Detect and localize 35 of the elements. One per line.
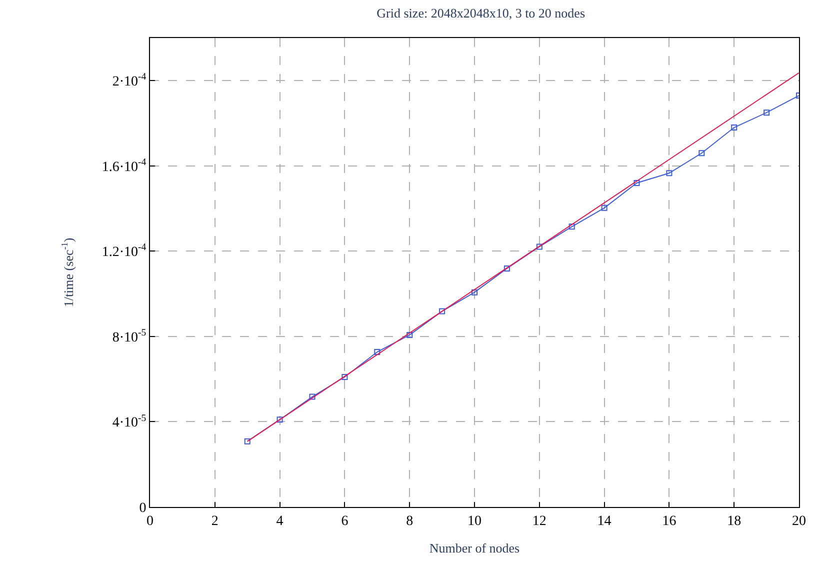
point	[342, 374, 348, 380]
point	[601, 204, 608, 211]
point	[472, 289, 478, 296]
point	[634, 180, 640, 186]
point	[439, 308, 446, 314]
x-tick-label: 14	[597, 514, 612, 529]
x-tick-label: 6	[341, 514, 348, 529]
point	[504, 265, 510, 272]
y-tick-label: 8·10$^{-5}$	[112, 327, 146, 346]
point	[406, 332, 413, 338]
x-tick-label: 20	[792, 514, 806, 529]
point	[666, 170, 672, 176]
x-tick-label: 10	[468, 514, 482, 529]
x-tick-label: 2	[211, 514, 218, 529]
x-tick-label: 12	[532, 514, 546, 529]
point	[374, 349, 380, 356]
y-tick-label: 1.2·10$^{-4}$	[102, 242, 146, 260]
y-tick-label: 1.6·10$^{-4}$	[102, 156, 146, 175]
point	[309, 394, 316, 400]
x-axis-title: Number of nodes	[429, 540, 520, 556]
x-tick-label: 16	[662, 514, 676, 529]
point	[731, 124, 738, 131]
point	[698, 150, 705, 156]
x-tick-label: 18	[727, 514, 742, 529]
point	[568, 224, 575, 230]
point	[276, 416, 283, 423]
y-tick-label: 0	[139, 500, 146, 516]
chart-title: Grid size: 2048x2048x10, 3 to 20 nodes	[376, 6, 586, 21]
x-tick-label: 4	[276, 514, 284, 529]
y-tick-label: 2·10$^{-4}$	[112, 72, 146, 90]
point	[536, 244, 542, 250]
x-tick-label: 8	[406, 514, 414, 529]
y-tick-label: 4·10$^{-5}$	[112, 412, 146, 431]
point	[244, 438, 250, 444]
point	[764, 110, 770, 116]
